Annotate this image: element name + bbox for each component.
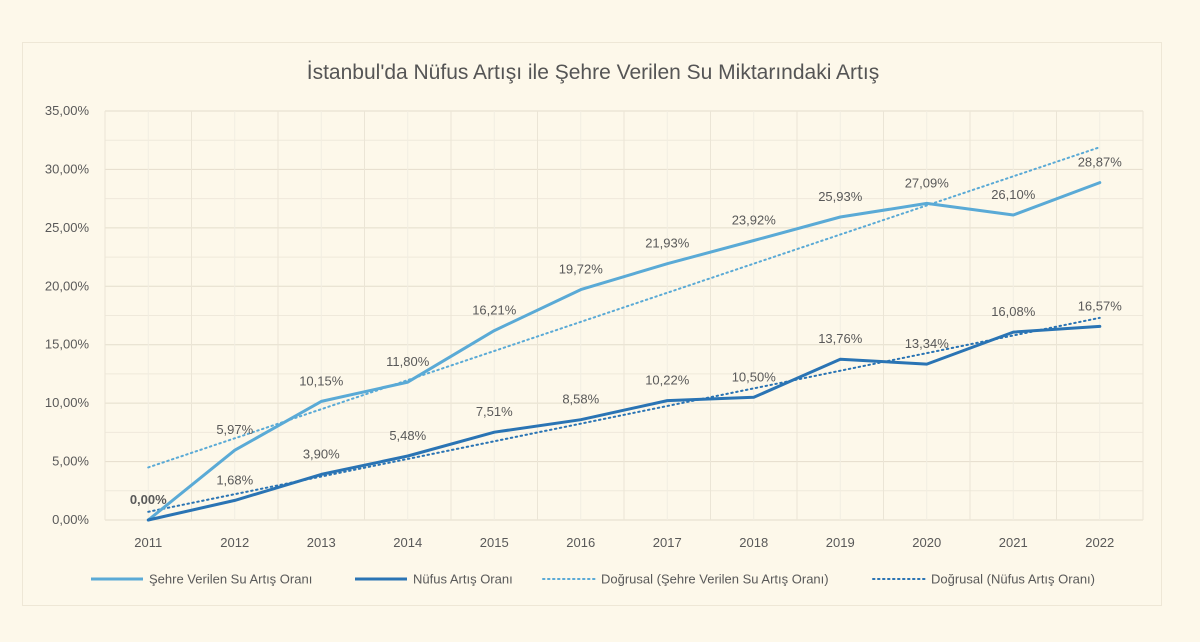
x-tick-label: 2019: [826, 535, 855, 550]
series-lines: [146, 181, 1102, 522]
data-label: 1,68%: [216, 472, 253, 487]
data-label: 23,92%: [732, 212, 777, 227]
y-tick-label: 35,00%: [45, 103, 90, 118]
data-label: 10,15%: [299, 373, 344, 388]
line-chart: 0,00% 5,00% 10,00% 15,00% 20,00% 25,00% 30,00%…: [45, 61, 1144, 587]
data-label: 10,50%: [732, 369, 777, 384]
data-label: 5,48%: [389, 428, 426, 443]
y-tick-label: 20,00%: [45, 278, 90, 293]
legend-label-1: Şehre Verilen Su Artış Oranı: [149, 572, 312, 587]
x-tick-label: 2016: [566, 535, 595, 550]
data-label: 3,90%: [303, 446, 340, 461]
chart-frame: 0,00% 5,00% 10,00% 15,00% 20,00% 25,00% 30,00%…: [22, 42, 1162, 606]
y-axis: 0,00% 5,00% 10,00% 15,00% 20,00% 25,00% 30,00%…: [45, 103, 90, 527]
legend-label-4: Doğrusal (Nüfus Artış Oranı): [931, 572, 1095, 587]
chart-title: İstanbul'da Nüfus Artışı ile Şehre Veril…: [307, 61, 879, 84]
grid-lines: [104, 110, 1144, 521]
legend: Şehre Verilen Su Artış Oranı Nüfus Artış …: [91, 572, 1095, 587]
data-label: 16,21%: [472, 303, 517, 318]
data-labels: 0,00% 5,97% 10,15% 11,80% 16,21% 19,72% 21,93%…: [130, 155, 1122, 507]
x-tick-label: 2014: [393, 535, 422, 550]
x-tick-label: 2015: [480, 535, 509, 550]
x-tick-label: 2013: [307, 535, 336, 550]
y-tick-label: 30,00%: [45, 161, 90, 176]
y-tick-label: 15,00%: [45, 337, 90, 352]
y-tick-label: 5,00%: [52, 454, 89, 469]
data-label: 19,72%: [559, 262, 604, 277]
data-label: 13,34%: [905, 336, 950, 351]
x-axis: 2011 2012 2013 2014 2015 2016 2017 2018 2019 2020…: [134, 535, 1114, 550]
x-tick-label: 2021: [999, 535, 1028, 550]
data-label: 8,58%: [562, 392, 599, 407]
data-label: 28,87%: [1078, 155, 1123, 170]
legend-label-3: Doğrusal (Şehre Verilen Su Artış Oranı): [601, 572, 829, 587]
x-tick-label: 2020: [912, 535, 941, 550]
y-tick-label: 10,00%: [45, 395, 90, 410]
data-label: 21,93%: [645, 236, 690, 251]
data-label: 27,09%: [905, 175, 950, 190]
x-tick-label: 2011: [134, 535, 162, 550]
legend-label-2: Nüfus Artış Oranı: [413, 572, 513, 587]
series-line-1: [146, 181, 1102, 522]
x-tick-label: 2022: [1085, 535, 1114, 550]
y-tick-label: 0,00%: [52, 512, 89, 527]
data-label: 11,80%: [386, 354, 430, 369]
data-label: 5,97%: [216, 422, 253, 437]
y-tick-label: 25,00%: [45, 220, 90, 235]
data-label: 16,57%: [1078, 298, 1123, 313]
data-label: 25,93%: [818, 189, 863, 204]
x-tick-label: 2017: [653, 535, 682, 550]
data-label: 16,08%: [991, 304, 1036, 319]
data-label: 26,10%: [991, 187, 1036, 202]
x-tick-label: 2012: [220, 535, 249, 550]
series-line-2: [146, 324, 1102, 522]
data-label: 10,22%: [645, 373, 690, 388]
data-label: 7,51%: [476, 404, 513, 419]
x-tick-label: 2018: [739, 535, 768, 550]
data-label: 13,76%: [818, 331, 863, 346]
data-label: 0,00%: [130, 492, 167, 507]
trendline: [147, 146, 1101, 469]
